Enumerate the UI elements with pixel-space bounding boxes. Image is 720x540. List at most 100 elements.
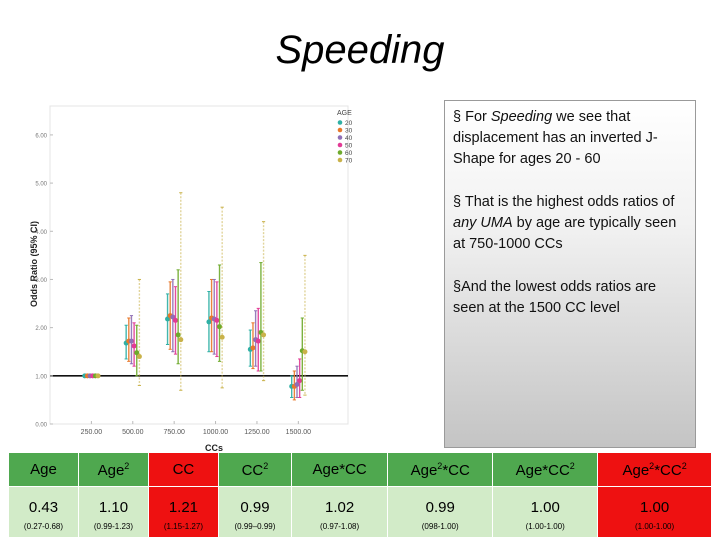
odds-ratio-chart: 0.00 1.00 2.00 3.00 4.00 5.00 6.00 250.00 500.00… [29,105,353,453]
x-axis-label: CCs [205,443,223,453]
table-value-cell: 1.10 (0.99-1.23) [77,486,149,538]
legend-label: 20 [345,120,353,127]
note-italic-text: any UMA [453,215,513,231]
note-text: § For [453,109,491,125]
confidence-interval: (0.97-1.08) [320,522,360,531]
table-value-cell: 1.21 (1.15-1.27) [147,486,219,538]
data-point [302,349,308,355]
odds-ratio-value: 1.02 [325,499,355,516]
odds-ratio-value: 0.99 [425,499,455,516]
data-point [255,338,261,344]
note-paragraph-2: § That is the highest odds ratios of any… [453,192,687,255]
data-point [95,373,101,379]
legend-marker [337,142,343,148]
data-point [219,334,225,340]
note-paragraph-3: §And the lowest odds ratios are seen at … [453,277,687,319]
table-header-cell: Age [8,452,79,487]
data-point [165,316,171,322]
table-value-row: 0.43 (0.27-0.68) 1.10 (0.99-1.23) 1.21 (1.15-… [8,486,712,538]
table-value-cell: 1.02 (0.97-1.08) [290,486,389,538]
confidence-interval: (1.00-1.00) [525,522,565,531]
data-point [217,324,223,330]
x-tick-label: 1250.00 [244,429,269,436]
data-point [170,314,176,320]
table-header-cell: CC2 [217,452,292,487]
table-header-cell: Age2*CC [387,452,494,487]
confidence-interval: (1.00-1.00) [635,522,675,531]
odds-ratio-value: 1.21 [168,499,199,516]
series-age-40 [87,278,300,398]
data-point [128,338,134,344]
legend-label: 30 [345,128,353,135]
odds-ratio-value: 0.99 [240,499,270,516]
data-point [136,354,142,360]
y-tick-label: 0.00 [35,423,47,429]
table-header-cell: Age*CC2 [492,452,599,487]
x-tick-label: 500.00 [122,429,144,436]
data-point [250,345,256,351]
table-value-cell: 1.00 (1.00-1.00) [492,486,599,538]
legend-label: 60 [345,150,353,157]
x-tick-label: 1000.00 [203,429,228,436]
coefficient-table: Age Age2 CC CC2 Age*CC Age2*CC Age*CC2 Age2*CC2… [8,452,712,538]
legend-label: 40 [345,135,353,142]
table-value-cell: 1.00 (1.00-1.00) [597,486,712,538]
y-tick-label: 6.00 [35,133,47,139]
legend-label: 50 [345,143,353,150]
y-tick-label: 5.00 [35,182,47,188]
data-point [297,378,303,384]
table-header-cell: Age2 [77,452,149,487]
odds-ratio-value: 1.00 [639,499,670,516]
series-age-70 [95,192,308,396]
table-value-cell: 0.43 (0.27-0.68) [8,486,79,538]
table-header-cell: Age2*CC2 [597,452,712,487]
data-point [172,317,178,323]
odds-ratio-value: 0.43 [28,499,59,516]
series-age-20 [82,291,295,398]
series-age-30 [84,278,297,401]
legend-marker [337,157,343,163]
legend-title: AGE [337,110,352,117]
data-point [178,337,184,343]
note-paragraph-1: § For Speeding we see that displacement … [453,107,687,170]
table-header-row: Age Age2 CC CC2 Age*CC Age2*CC Age*CC2 Age2*CC2 [8,452,712,487]
y-tick-label: 4.00 [35,230,47,236]
y-tick-label: 3.00 [35,278,47,284]
y-axis-label: Odds Ratio (95% CI) [29,221,39,307]
x-tick-label: 250.00 [81,429,103,436]
legend-marker [337,120,343,125]
slide-title: Speeding [275,28,445,72]
confidence-interval: (098-1.00) [421,522,459,531]
table-value-cell: 0.99 (0.99–0.99) [217,486,292,538]
legend-marker [337,150,343,155]
confidence-interval: (1.15-1.27) [163,522,203,531]
y-tick-label: 1.00 [35,374,47,380]
table-header-cell: Age*CC [290,452,389,487]
confidence-interval: (0.99-1.23) [93,522,134,531]
x-tick-label: 750.00 [163,429,185,436]
plot-area [49,105,349,425]
y-tick-label: 2.00 [35,326,47,332]
table-header-cell: CC [147,452,219,487]
data-point [175,332,181,338]
series-age-50 [90,281,303,398]
confidence-interval: (0.27-0.68) [23,522,64,531]
data-point [214,317,220,323]
notes-panel: § For Speeding we see that displacement … [444,100,696,448]
data-point [131,343,137,349]
note-text: § That is the highest odds ratios of [453,194,675,210]
confidence-interval: (0.99–0.99) [234,522,276,531]
odds-ratio-value: 1.10 [98,499,129,516]
table-value-cell: 0.99 (098-1.00) [387,486,494,538]
data-point [261,332,267,338]
note-italic-text: Speeding [490,109,553,125]
x-tick-label: 1500.00 [286,429,311,436]
data-point [206,319,212,325]
odds-ratio-value: 1.00 [530,499,560,516]
series-age-60 [92,262,305,391]
data-point [134,350,140,356]
note-text: we see that displacement has an inverted… [453,109,658,167]
note-text: §And the lowest odds ratios are seen at … [453,279,657,316]
note-text: by age are typically seen at 750-1000 CC… [453,215,677,252]
legend-marker [337,127,343,133]
